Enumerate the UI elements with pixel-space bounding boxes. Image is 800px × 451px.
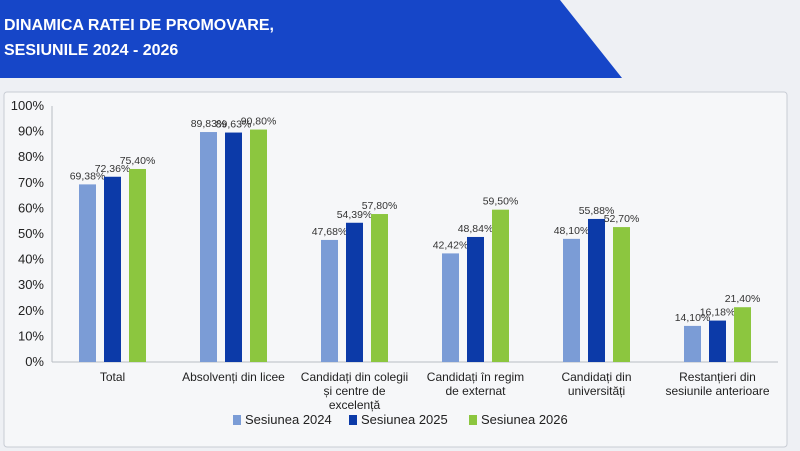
x-tick-label: universități bbox=[568, 384, 625, 398]
bar bbox=[467, 236, 484, 362]
data-label: 89,63% bbox=[216, 119, 252, 131]
y-tick-label: 20% bbox=[18, 303, 44, 318]
data-label: 42,42% bbox=[433, 239, 469, 251]
data-label: 89,83% bbox=[191, 118, 227, 130]
legend-swatch bbox=[233, 415, 241, 425]
bar bbox=[79, 184, 96, 362]
data-label: 69,38% bbox=[70, 170, 106, 182]
bar bbox=[442, 253, 459, 362]
y-tick-label: 100% bbox=[11, 98, 45, 113]
bar bbox=[492, 209, 509, 362]
y-tick-label: 80% bbox=[18, 149, 44, 164]
banner-shape bbox=[0, 0, 622, 78]
y-tick-label: 50% bbox=[18, 226, 44, 241]
data-label: 72,36% bbox=[95, 163, 131, 175]
data-label: 90,80% bbox=[241, 116, 277, 128]
data-label: 52,70% bbox=[604, 213, 640, 225]
x-tick-label: de externat bbox=[445, 384, 506, 398]
y-tick-label: 10% bbox=[18, 328, 44, 343]
x-tick-label: Total bbox=[100, 370, 125, 384]
data-label: 75,40% bbox=[120, 155, 156, 167]
x-tick-label: Candidați din bbox=[561, 370, 631, 384]
data-label: 48,10% bbox=[554, 225, 590, 237]
legend-label: Sesiunea 2024 bbox=[245, 412, 332, 427]
bar bbox=[250, 129, 267, 362]
bar bbox=[563, 238, 580, 362]
data-label: 59,50% bbox=[483, 196, 519, 208]
bar bbox=[613, 227, 630, 362]
data-label: 48,84% bbox=[458, 223, 494, 235]
data-label: 47,68% bbox=[312, 226, 348, 238]
page-title-line1: DINAMICA RATEI DE PROMOVARE, bbox=[4, 17, 274, 34]
x-tick-label: Candidați din colegii bbox=[301, 370, 408, 384]
x-tick-label: Absolvenți din licee bbox=[182, 370, 285, 384]
bar bbox=[321, 239, 338, 362]
legend-label: Sesiunea 2025 bbox=[361, 412, 448, 427]
legend-label: Sesiunea 2026 bbox=[481, 412, 568, 427]
legend-swatch bbox=[349, 415, 357, 425]
y-tick-label: 90% bbox=[18, 124, 44, 139]
bar bbox=[709, 320, 726, 362]
legend-swatch bbox=[469, 415, 477, 425]
bar bbox=[200, 132, 217, 362]
x-tick-label: sesiunile anterioare bbox=[665, 384, 769, 398]
data-label: 16,18% bbox=[700, 307, 736, 319]
y-tick-label: 60% bbox=[18, 200, 44, 215]
x-tick-label: Restanțieri din bbox=[679, 370, 756, 384]
title-banner: DINAMICA RATEI DE PROMOVARE, SESIUNILE 2… bbox=[0, 0, 622, 78]
bar bbox=[684, 325, 701, 362]
data-label: 54,39% bbox=[337, 209, 373, 221]
y-tick-label: 70% bbox=[18, 175, 44, 190]
y-tick-label: 40% bbox=[18, 252, 44, 267]
data-label: 21,40% bbox=[725, 293, 761, 305]
data-label: 55,88% bbox=[579, 205, 615, 217]
bar bbox=[225, 132, 242, 362]
x-tick-label: Candidați în regim bbox=[427, 370, 524, 384]
bar bbox=[588, 218, 605, 362]
bar bbox=[104, 176, 121, 362]
y-tick-label: 0% bbox=[25, 354, 44, 369]
bar bbox=[734, 307, 751, 362]
data-label: 57,80% bbox=[362, 200, 398, 212]
bar bbox=[371, 214, 388, 362]
bar-chart: 0%10%20%30%40%50%60%70%80%90%100%69,38%7… bbox=[11, 98, 778, 427]
bar bbox=[129, 168, 146, 362]
x-tick-label: excelență bbox=[329, 398, 381, 412]
x-tick-label: și centre de bbox=[323, 384, 385, 398]
data-label: 14,10% bbox=[675, 312, 711, 324]
y-tick-label: 30% bbox=[18, 277, 44, 292]
page-title-line2: SESIUNILE 2024 - 2026 bbox=[4, 42, 178, 59]
bar bbox=[346, 222, 363, 362]
